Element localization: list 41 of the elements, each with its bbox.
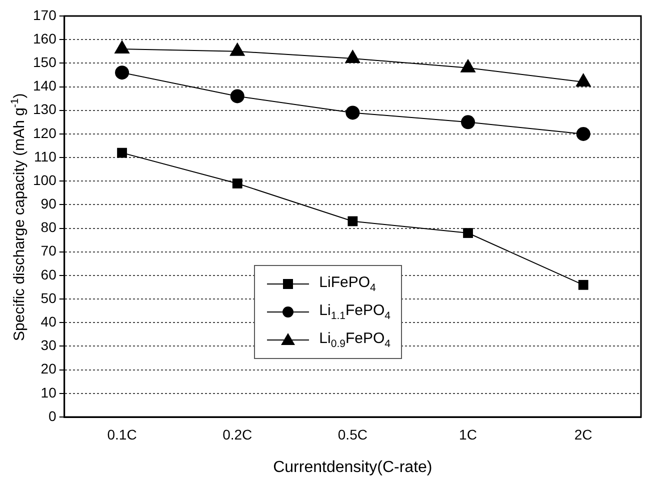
y-tick-label: 160: [33, 30, 57, 46]
y-tick-label: 150: [33, 54, 57, 70]
point: [576, 73, 592, 87]
y-tick-label: 100: [33, 172, 57, 188]
y-tick-label: 70: [40, 242, 57, 259]
y-tick-label: 130: [33, 101, 57, 118]
point: [461, 115, 476, 130]
y-tick-label: 170: [33, 6, 57, 23]
y-tick-label: 10: [40, 384, 57, 400]
point: [230, 42, 246, 56]
y-tick-label: 60: [40, 266, 57, 282]
y-tick-label: 20: [40, 360, 57, 377]
point: [344, 49, 360, 63]
point: [114, 40, 130, 54]
y-tick-label: 140: [33, 78, 57, 94]
legend-label: Li$_{0.9}$FePO$_{4}$: [319, 330, 390, 350]
y-tick-label: 0: [48, 408, 57, 424]
y-tick-label: 80: [40, 219, 57, 236]
y-tick-label: 50: [40, 290, 57, 306]
point: [460, 58, 476, 72]
x-axis-title: Currentdensity(C-rate): [273, 458, 432, 476]
y-tick-label: 40: [40, 314, 57, 330]
x-tick-label: 2C: [574, 426, 592, 442]
point: [117, 148, 127, 158]
x-tick-label: 0.1C: [107, 426, 137, 442]
point: [576, 126, 590, 141]
legend-label: LiFePO$_{4}$: [319, 274, 376, 294]
y-tick-label: 90: [40, 196, 57, 212]
legend-label: Li$_{1.1}$FePO$_{4}$: [319, 302, 390, 322]
point: [348, 216, 358, 226]
point: [230, 89, 244, 104]
point: [578, 280, 588, 290]
y-tick-label: 120: [33, 124, 57, 141]
x-tick-label: 0.2C: [222, 426, 252, 442]
x-tick-label: 0.5C: [338, 426, 368, 442]
x-tick-label: 1C: [459, 426, 477, 442]
y-tick-label: 30: [40, 337, 57, 354]
point: [463, 228, 473, 238]
point: [346, 106, 360, 120]
point: [232, 178, 242, 188]
y-tick-label: 110: [34, 148, 57, 164]
